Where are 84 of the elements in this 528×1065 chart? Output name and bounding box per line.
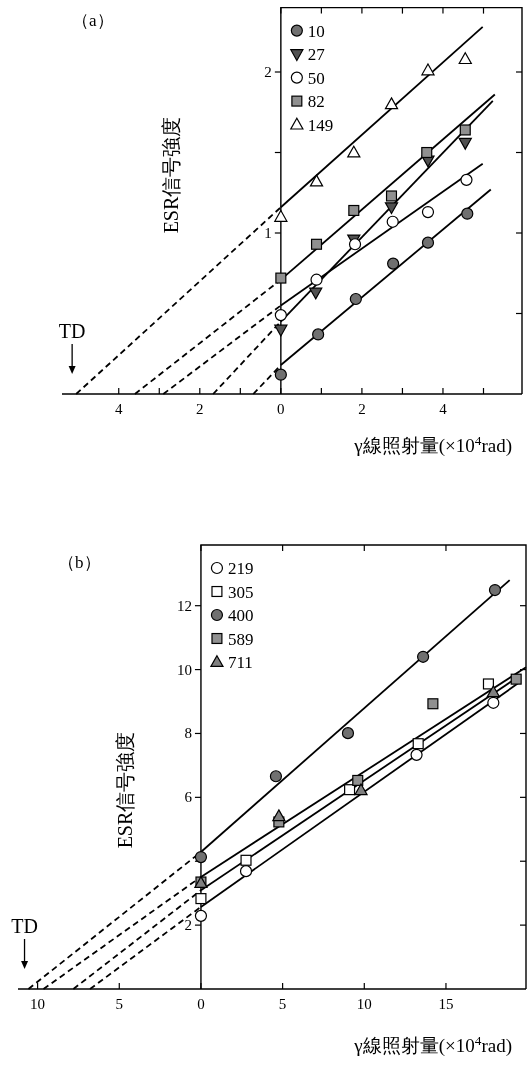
xtick: 0 bbox=[197, 996, 205, 1012]
point bbox=[354, 783, 368, 796]
point bbox=[349, 292, 362, 306]
legend-label: 589 bbox=[227, 629, 254, 649]
point bbox=[412, 738, 424, 750]
xtick: 4 bbox=[439, 401, 447, 417]
legend-label: 711 bbox=[227, 653, 253, 672]
point bbox=[274, 309, 287, 322]
x-axis-title: γ線照射量(×10$^{4}$rad) bbox=[353, 432, 512, 457]
point bbox=[309, 287, 323, 300]
point bbox=[510, 673, 522, 685]
point bbox=[488, 583, 502, 597]
y-tick-label: 1 bbox=[264, 225, 272, 241]
y-tick-label: 10 bbox=[176, 661, 192, 678]
point bbox=[309, 174, 324, 187]
xtick: 2 bbox=[196, 401, 204, 417]
xtick: 4 bbox=[115, 401, 123, 417]
legend-label: 27 bbox=[307, 45, 326, 65]
xtick: 10 bbox=[30, 996, 46, 1012]
legend-label: 149 bbox=[307, 115, 334, 135]
point bbox=[272, 809, 286, 822]
point bbox=[344, 784, 356, 796]
point bbox=[310, 238, 323, 250]
point bbox=[348, 238, 362, 251]
point bbox=[461, 207, 474, 220]
xtick: 5 bbox=[278, 996, 287, 1012]
y-tick-label: 2 bbox=[264, 64, 272, 80]
point bbox=[458, 137, 472, 150]
point bbox=[486, 685, 500, 698]
point bbox=[416, 650, 430, 663]
point bbox=[421, 63, 435, 76]
xtick: 5 bbox=[115, 996, 123, 1012]
point bbox=[194, 850, 208, 864]
point bbox=[312, 328, 325, 341]
y-axis-title: ESR信号強度 bbox=[114, 731, 136, 849]
point bbox=[274, 368, 287, 381]
point bbox=[348, 204, 360, 217]
point bbox=[310, 273, 323, 286]
point bbox=[460, 173, 473, 186]
point bbox=[386, 215, 399, 228]
text: （b） bbox=[58, 553, 101, 572]
legend-label: 82 bbox=[307, 92, 325, 112]
point bbox=[487, 696, 500, 709]
point bbox=[195, 893, 207, 905]
y-tick-label: 12 bbox=[176, 597, 192, 614]
point bbox=[482, 678, 494, 690]
point bbox=[410, 748, 423, 761]
y-tick-label: 8 bbox=[184, 725, 192, 742]
legend-label: 50 bbox=[307, 68, 325, 88]
point bbox=[384, 202, 399, 215]
legend-label: 219 bbox=[227, 559, 254, 578]
point bbox=[194, 909, 208, 922]
legend-label: 305 bbox=[227, 582, 254, 602]
point bbox=[421, 146, 433, 159]
legend-label: 400 bbox=[227, 606, 254, 625]
point bbox=[459, 124, 471, 136]
point bbox=[421, 236, 435, 249]
y-tick-label: 2 bbox=[184, 917, 192, 934]
xtick: 10 bbox=[356, 996, 372, 1012]
point bbox=[421, 205, 435, 219]
point bbox=[275, 272, 287, 284]
point bbox=[239, 865, 253, 878]
point bbox=[347, 145, 361, 158]
point bbox=[427, 698, 439, 710]
point bbox=[387, 257, 400, 270]
xtick: 2 bbox=[358, 401, 366, 417]
legend-label: 10 bbox=[307, 21, 325, 41]
xtick: 0 bbox=[277, 401, 285, 417]
xtick: 15 bbox=[438, 996, 454, 1012]
point bbox=[240, 854, 252, 866]
annotation: TD bbox=[11, 915, 38, 937]
point bbox=[274, 324, 288, 337]
point bbox=[385, 190, 398, 202]
chart-title: （a） bbox=[72, 11, 114, 30]
point bbox=[352, 774, 364, 786]
point bbox=[269, 770, 283, 783]
x-axis-title: γ線照射量(×10$^{4}$rad) bbox=[353, 1032, 512, 1057]
point bbox=[341, 727, 355, 740]
y-axis-title: ESR信号強度 bbox=[160, 116, 182, 234]
point bbox=[384, 97, 399, 110]
point bbox=[458, 52, 472, 65]
y-tick-label: 6 bbox=[184, 789, 193, 806]
annotation: TD bbox=[58, 320, 86, 342]
point bbox=[274, 209, 288, 222]
